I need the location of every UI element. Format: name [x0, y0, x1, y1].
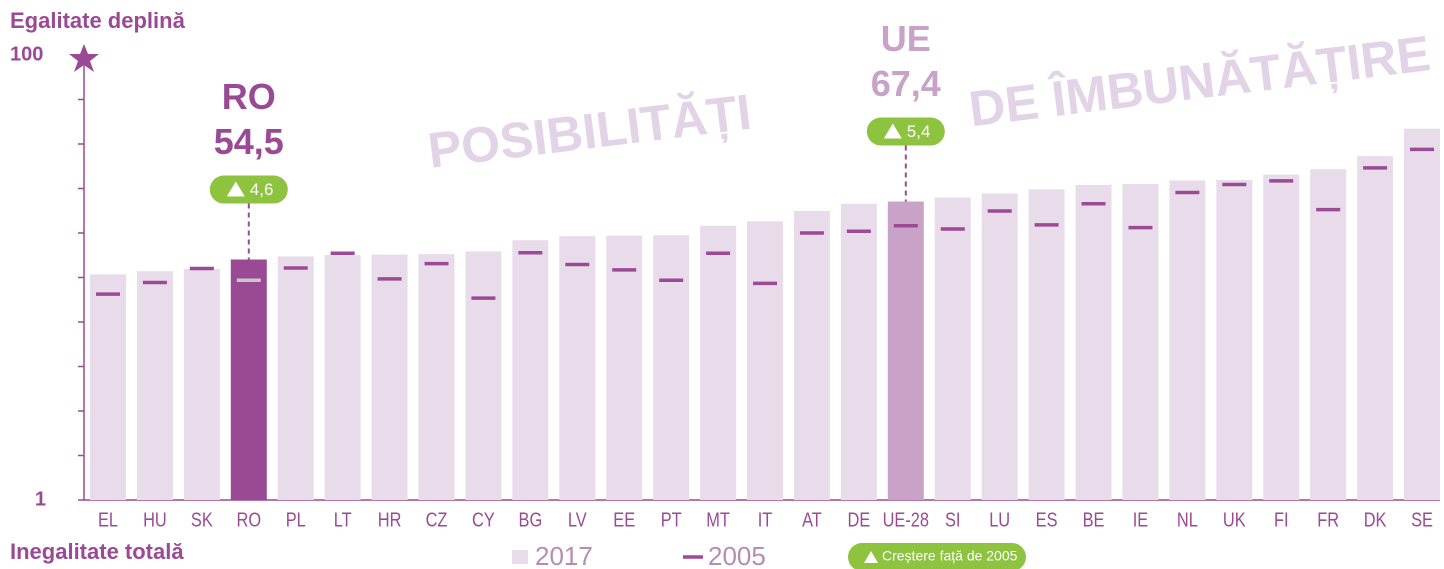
x-tick-label: DE: [848, 508, 871, 531]
top-label: Egalitate deplină: [10, 8, 186, 33]
x-tick-label: CZ: [426, 508, 448, 531]
triangle-icon: [883, 123, 902, 139]
x-tick-label: RO: [237, 508, 262, 531]
x-tick-label: MT: [706, 508, 730, 531]
highlight-label: UE: [881, 18, 931, 59]
bar: [559, 236, 596, 500]
x-tick-label: LV: [568, 508, 588, 531]
x-tick-label: FI: [1274, 508, 1289, 531]
bar: [1122, 184, 1159, 500]
bar: [1263, 174, 1300, 500]
bar: [793, 210, 830, 501]
bar: [371, 254, 408, 500]
bar: [606, 235, 643, 501]
x-tick-label: SI: [945, 508, 960, 531]
annotation: DE ÎMBUNĂTĂȚIRE: [966, 25, 1433, 137]
change-badge: [209, 175, 288, 204]
bar: [1357, 156, 1394, 501]
change-badge: [866, 117, 945, 146]
bar: [887, 201, 924, 501]
triangle-icon: [226, 181, 245, 197]
bar: [1075, 184, 1112, 500]
highlight-value: 54,5: [214, 121, 284, 162]
bar: [277, 256, 314, 500]
x-tick-label: ES: [1036, 508, 1058, 531]
x-tick-label: SK: [191, 508, 213, 531]
x-tick-label: BE: [1083, 508, 1105, 531]
bar: [1028, 189, 1065, 500]
bar: [653, 235, 690, 500]
change-label: 4,6: [250, 180, 274, 199]
bar: [1169, 180, 1206, 500]
y-tick-label: 100: [10, 43, 43, 65]
bar: [324, 255, 361, 500]
bottom-label: Inegalitate totală: [10, 539, 184, 564]
bar: [1404, 128, 1441, 501]
bar: [465, 251, 502, 500]
x-tick-label: PT: [661, 508, 682, 531]
bar: [1310, 169, 1347, 500]
x-tick-label: PL: [286, 508, 306, 531]
change-label: 5,4: [907, 122, 931, 141]
bar: [934, 197, 971, 500]
bar: [136, 271, 173, 500]
bar: [981, 193, 1018, 500]
x-tick-label: FR: [1317, 508, 1339, 531]
x-tick-label: AT: [802, 508, 822, 531]
bar: [418, 254, 455, 500]
bar: [183, 268, 220, 500]
bar: [700, 225, 737, 500]
x-tick-label: LT: [334, 508, 352, 531]
x-tick-label: NL: [1177, 508, 1198, 531]
x-tick-label: CY: [472, 508, 495, 531]
bar: [840, 203, 877, 500]
star-icon: [69, 44, 99, 72]
x-tick-label: EL: [98, 508, 118, 531]
x-tick-label: UE-28: [883, 508, 929, 531]
annotation: POSIBILITĂȚI: [425, 84, 754, 179]
legend-label: 2005: [708, 541, 766, 569]
highlight-value: 67,4: [871, 63, 941, 104]
bar: [230, 259, 267, 500]
x-tick-label: LU: [989, 508, 1010, 531]
bar: [1216, 179, 1253, 500]
x-tick-label: HU: [143, 508, 167, 531]
legend-label: Creștere față de 2005: [882, 548, 1018, 564]
x-tick-label: EE: [613, 508, 635, 531]
x-tick-label: IT: [758, 508, 773, 531]
x-tick-label: DK: [1364, 508, 1387, 531]
legend-label: 2017: [535, 541, 593, 569]
bar: [90, 274, 126, 500]
bar: [747, 221, 784, 501]
x-tick-label: UK: [1223, 508, 1246, 531]
bar: [512, 240, 549, 500]
triangle-icon: [864, 551, 878, 563]
x-tick-label: SE: [1411, 508, 1433, 531]
x-tick-label: IE: [1133, 508, 1148, 531]
legend-badge: [848, 543, 1026, 569]
highlight-label: RO: [222, 76, 276, 117]
x-tick-label: BG: [519, 508, 543, 531]
x-tick-label: HR: [378, 508, 402, 531]
y-tick-label: 1: [35, 488, 46, 510]
legend-swatch: [512, 550, 528, 564]
